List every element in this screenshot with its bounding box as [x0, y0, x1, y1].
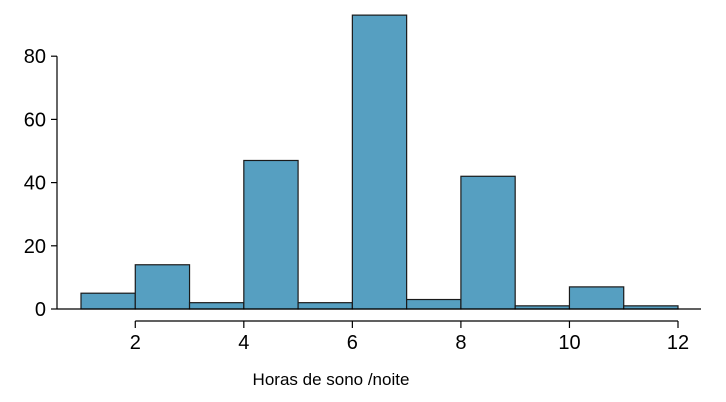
x-tick-label-1: 4: [238, 332, 249, 354]
y-tick-label-1: 20: [24, 236, 46, 258]
x-axis-title: Horas de sono /noite: [253, 370, 410, 389]
y-tick-label-0: 0: [35, 299, 46, 321]
x-axis: 2 4 6 8 10 12: [130, 320, 689, 354]
histogram-bar-0: [80, 292, 136, 310]
histogram-bar-2: [188, 302, 245, 310]
histogram-bars: [80, 14, 679, 310]
y-axis: 0 20 40 60 80: [24, 46, 701, 321]
histogram-bar-9: [568, 286, 625, 310]
y-tick-label-3: 60: [24, 109, 46, 131]
x-tick-label-2: 6: [347, 332, 358, 354]
x-tick-label-3: 8: [455, 332, 466, 354]
histogram-bar-1: [134, 264, 191, 310]
x-tick-label-0: 2: [130, 332, 141, 354]
histogram-bar-5: [351, 14, 408, 310]
histogram-bar-6: [406, 298, 462, 310]
y-tick-label-2: 40: [24, 173, 46, 195]
histogram-bar-7: [460, 175, 516, 310]
y-tick-label-4: 80: [24, 46, 46, 68]
histogram-bar-4: [297, 302, 353, 310]
histogram-bar-3: [243, 159, 299, 310]
x-tick-label-5: 12: [667, 332, 689, 354]
x-tick-label-4: 10: [558, 332, 580, 354]
